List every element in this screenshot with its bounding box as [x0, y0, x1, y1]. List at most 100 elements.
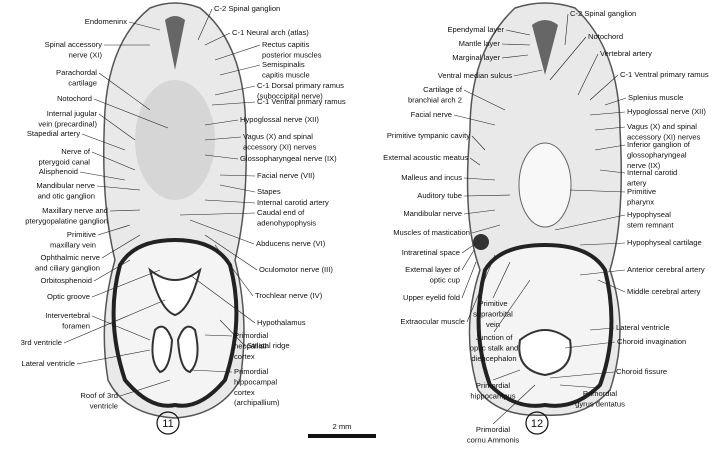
label: hippocampus [470, 391, 515, 400]
label: pterygopalatine ganglion [25, 216, 108, 225]
leader-line [564, 341, 616, 349]
label: optic cup [430, 275, 460, 284]
label: Primordial [234, 367, 268, 376]
leader-line [461, 261, 477, 299]
label: Muscles of mastication [393, 228, 470, 237]
label: Notochord [57, 94, 92, 103]
label: Cartilage of [423, 85, 463, 94]
leader-line [453, 114, 496, 126]
label: Rectus capitis [262, 40, 309, 49]
label: accessory (XI) nerves [243, 142, 317, 151]
leader-line [63, 299, 166, 344]
leader-line [577, 53, 599, 96]
label: and otic ganglion [38, 191, 95, 200]
label: Primitive [67, 230, 96, 239]
label: Vertebral artery [600, 49, 652, 58]
leader-line [91, 151, 136, 171]
leader-line [197, 8, 213, 41]
label: posterior muscles [262, 50, 322, 59]
label: Hypophyseal [627, 210, 671, 219]
label: Hypophyseal cartilage [627, 238, 702, 247]
label: and ciliary ganglion [35, 263, 100, 272]
label: Marginal layer [452, 53, 500, 62]
section-11 [103, 2, 247, 419]
leader-line [109, 209, 141, 212]
label: Junction of [476, 333, 514, 342]
label: C-2 Spinal ganglion [570, 9, 636, 18]
leader-line [79, 171, 126, 181]
label: cartilage [68, 78, 97, 87]
leader-line [204, 334, 233, 337]
scale-label: 2 mm [333, 422, 352, 431]
label: Mantle layer [459, 39, 501, 48]
leader-line [98, 113, 136, 141]
label: Primordial [234, 331, 268, 340]
label: Intervertebral [45, 311, 90, 320]
label: artery [627, 178, 647, 187]
leader-line [81, 133, 126, 151]
leader-line [501, 54, 529, 59]
leader-line [501, 43, 531, 46]
label: (archipallium) [234, 398, 280, 407]
label: pterygoid canal [38, 157, 90, 166]
label: Middle cerebral artery [627, 287, 701, 296]
label: accessory (XI) nerves [627, 132, 701, 141]
label: C-1 Neural arch (atlas) [232, 28, 309, 37]
label: Anterior cerebral artery [627, 265, 705, 274]
label: C-1 Ventral primary ramus [620, 70, 709, 79]
leader-line [97, 224, 131, 236]
spinal-cord [165, 16, 185, 70]
label: External layer of [405, 265, 461, 274]
label: Auditory tube [417, 191, 462, 200]
label: Glossopharyngeal nerve (IX) [240, 154, 337, 163]
panel-number: 11 [162, 418, 173, 430]
label: Parachordal [56, 68, 97, 77]
leader-line [214, 244, 254, 297]
label: Semispinalis [262, 60, 305, 69]
label: maxillary vein [50, 240, 96, 249]
leader-line [461, 241, 479, 254]
label: gyrus dentatus [575, 399, 625, 408]
label: nerve (IX) [627, 161, 661, 170]
pharynx [518, 142, 572, 228]
leader-line [189, 369, 233, 373]
leader-line [101, 234, 141, 259]
label: Lateral ventricle [616, 323, 670, 332]
label: Orbitosphenoid [40, 276, 92, 285]
leader-line [204, 136, 242, 141]
label: Hypoglossal nerve (XII) [240, 115, 319, 124]
label: External acoustic meatus [383, 153, 468, 162]
leader-line [604, 97, 627, 106]
label: Alisphenoid [39, 167, 78, 176]
leader-line [469, 157, 481, 166]
label: Stapes [257, 187, 281, 196]
leader-line [96, 185, 141, 191]
leader-line [471, 135, 486, 151]
leader-line [569, 189, 626, 193]
label: hippocampal [234, 377, 277, 386]
label: Choroid invagination [617, 337, 686, 346]
label: Inferior ganglion of [627, 140, 691, 149]
label: nerve (XI) [69, 50, 103, 59]
leader-line [463, 209, 496, 215]
leader-line [492, 261, 511, 299]
leader-line [189, 274, 256, 324]
label: cornu Ammonis [467, 435, 520, 444]
leader-line [204, 119, 239, 126]
label: Vagus (X) and spinal [243, 132, 313, 141]
label: Facial nerve (VII) [257, 171, 315, 180]
leader-line [594, 126, 626, 131]
leader-line [579, 269, 626, 276]
leader-line [597, 279, 626, 293]
leader-line [579, 242, 626, 246]
label: adenohypophysis [257, 218, 316, 227]
leader-line [594, 144, 626, 151]
label: cortex [234, 352, 255, 361]
leader-line [564, 13, 569, 46]
leader-line [505, 29, 531, 36]
label: neopallial [234, 341, 266, 350]
label: Maxillary nerve and [42, 206, 108, 215]
label: Intraretinal space [402, 248, 460, 257]
label: Vagus (X) and spinal [627, 122, 697, 131]
